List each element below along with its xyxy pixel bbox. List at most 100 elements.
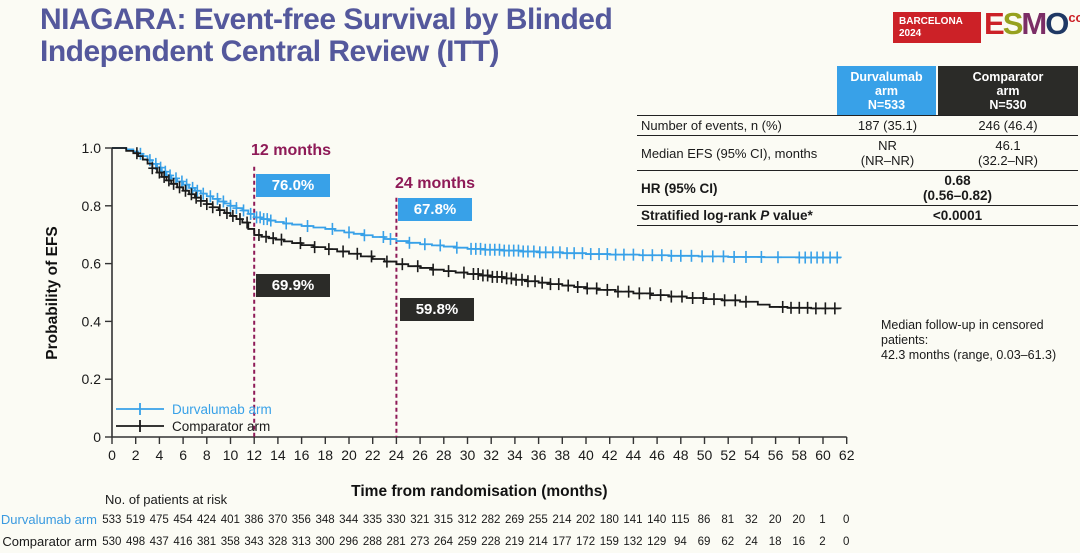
x-tick-label: 6 — [179, 447, 187, 463]
risk-count: 81 — [721, 514, 735, 526]
risk-count: 180 — [599, 514, 619, 526]
followup-note-line: 42.3 months (range, 0.03–61.3) — [881, 348, 1057, 362]
comparator-header-line: Comparator — [972, 69, 1044, 84]
risk-count: 321 — [410, 514, 430, 526]
risk-count: 177 — [552, 536, 572, 548]
risk-count: 281 — [386, 536, 406, 548]
logo-venue-city: BARCELONA — [899, 16, 963, 27]
risk-count: 416 — [173, 536, 193, 548]
risk-count: 315 — [433, 514, 454, 526]
y-tick-label: 0.6 — [82, 256, 102, 272]
risk-count: 530 — [102, 536, 122, 548]
risk-count: 356 — [291, 514, 311, 526]
risk-count: 386 — [244, 514, 264, 526]
median-ci-line: (NR–NR) — [860, 153, 915, 168]
esmo-letter: O — [1045, 6, 1069, 41]
row-label: Median EFS (95% CI), months — [641, 145, 818, 161]
y-tick-label: 0 — [93, 429, 101, 445]
risk-row-durvalumab: Durvalumab arm 533 519 475 454 424 401 386 370 3… — [0, 510, 880, 530]
results-table-header: Durvalumab arm N=533 Comparator arm N=53… — [637, 66, 1078, 115]
risk-count: 214 — [552, 514, 572, 526]
x-tick-label: 2 — [132, 447, 140, 463]
patients-at-risk-table: No. of patients at risk Durvalumab arm 5… — [0, 488, 880, 552]
risk-count: 358 — [220, 536, 240, 548]
x-tick-label: 34 — [507, 447, 523, 463]
risk-count: 214 — [528, 536, 548, 548]
legend-label: Durvalumab arm — [172, 402, 272, 417]
durvalumab-header-n: N=533 — [867, 97, 906, 112]
risk-count: 219 — [504, 536, 525, 548]
risk-row-comparator: Comparator arm 530 498 437 416 381 358 343 328 3… — [0, 532, 880, 552]
risk-count: 94 — [673, 536, 687, 548]
x-tick-label: 22 — [365, 447, 381, 463]
durvalumab-header-line: Durvalumab — [850, 69, 923, 84]
risk-count: 343 — [244, 536, 264, 548]
followup-note-line: Median follow-up in censored patients: — [881, 318, 1044, 347]
x-tick-label: 12 — [246, 447, 262, 463]
median-value-line: 46.1 — [995, 138, 1021, 153]
risk-count: 32 — [745, 514, 758, 526]
x-tick-label: 50 — [697, 447, 713, 463]
risk-count: 273 — [410, 536, 430, 548]
results-table: Durvalumab arm N=533 Comparator arm N=53… — [637, 66, 1078, 226]
median-comparator-value: 46.1 (32.2–NR) — [938, 136, 1078, 170]
y-tick-label: 0.4 — [82, 313, 102, 329]
risk-count: 330 — [386, 514, 406, 526]
x-tick-label: 40 — [578, 447, 594, 463]
x-tick-label: 14 — [270, 447, 286, 463]
p-label-pre: Stratified log-rank — [641, 208, 761, 223]
risk-count: 24 — [745, 536, 758, 548]
risk-count: 129 — [647, 536, 667, 548]
x-tick-label: 36 — [531, 447, 547, 463]
risk-count: 255 — [528, 514, 548, 526]
legend-label: Comparator arm — [172, 419, 270, 434]
x-tick-label: 8 — [203, 447, 211, 463]
row-log-rank-p: Stratified log-rank P value* <0.0001 — [637, 205, 1078, 226]
x-tick-label: 58 — [792, 447, 808, 463]
risk-count: 300 — [315, 536, 335, 548]
risk-counts-durvalumab: 533 519 475 454 424 401 386 370 356 348 344 335 330 3… — [100, 510, 859, 530]
risk-count: 16 — [792, 536, 806, 548]
x-tick-label: 26 — [412, 447, 428, 463]
risk-count: 282 — [481, 514, 501, 526]
x-tick-label: 48 — [673, 447, 689, 463]
risk-count: 269 — [504, 514, 525, 526]
x-tick-label: 24 — [389, 447, 405, 463]
risk-count: 533 — [102, 514, 122, 526]
durvalumab-header-line: arm — [875, 83, 898, 98]
row-number-of-events: Number of events, n (%) 187 (35.1) 246 (… — [637, 115, 1078, 135]
p-value: <0.0001 — [932, 208, 983, 223]
x-tick-label: 16 — [294, 447, 310, 463]
median-durvalumab-value: NR (NR–NR) — [837, 136, 938, 170]
x-tick-label: 56 — [768, 447, 784, 463]
risk-count: 424 — [197, 514, 217, 526]
x-tick-label: 42 — [602, 447, 618, 463]
congress-label: congress — [1068, 10, 1080, 25]
annotation-12-months: 12 months — [250, 142, 331, 159]
x-tick-label: 62 — [839, 447, 855, 463]
esmo-congress-logo: BARCELONA 2024 ESMO congress — [893, 8, 1080, 43]
risk-count: 172 — [576, 536, 596, 548]
risk-row-label-durvalumab: Durvalumab arm — [0, 512, 97, 527]
risk-count: 454 — [173, 514, 193, 526]
page-title: NIAGARA: Event-free Survival by Blinded … — [40, 3, 613, 69]
risk-count: 348 — [315, 514, 335, 526]
x-tick-label: 10 — [223, 447, 239, 463]
risk-count: 1 — [819, 514, 826, 526]
risk-count: 0 — [842, 536, 850, 548]
risk-count: 18 — [768, 536, 782, 548]
comparator-arm-curve — [112, 147, 842, 310]
risk-count: 296 — [339, 536, 359, 548]
risk-count: 498 — [125, 536, 146, 548]
risk-count: 141 — [623, 514, 643, 526]
risk-count: 20 — [792, 514, 806, 526]
row-label: HR (95% CI) — [641, 180, 718, 196]
risk-count: 519 — [125, 514, 146, 526]
risk-count: 86 — [697, 514, 711, 526]
y-axis-title: Probability of EFS — [44, 226, 61, 359]
x-tick-label: 44 — [626, 447, 642, 463]
risk-count: 264 — [433, 536, 454, 548]
comparator-24m-rate-badge: 59.8% — [400, 298, 474, 321]
risk-count: 62 — [721, 536, 735, 548]
